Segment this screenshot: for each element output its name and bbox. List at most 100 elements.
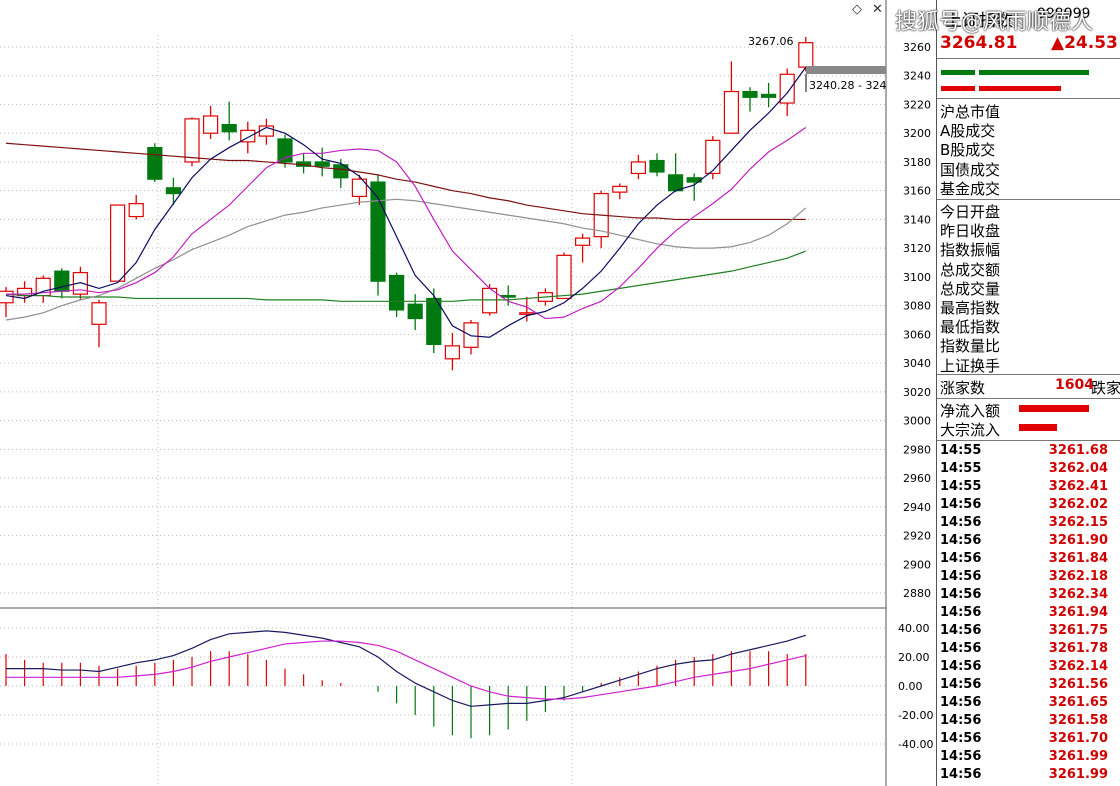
candle-body [240,129,256,143]
y-tick-label: 2940 [903,501,931,514]
candle-body [705,139,721,175]
stat-label: 基金成交 [940,179,1001,198]
tick-price: 3261.99 [1048,749,1108,764]
tick-price: 3261.70 [1048,731,1108,746]
stat-label: 最低指数 [940,318,1001,337]
candle-body [612,185,628,193]
candle-body [760,93,777,98]
candle-body [184,118,200,163]
netflow-bar [1019,405,1089,412]
tick-time: 14:56 [940,497,982,512]
close-icon[interactable]: ✕ [872,2,883,17]
tick-price: 3261.84 [1048,551,1108,566]
candle-body [0,290,14,304]
candle-body [370,181,386,282]
stat-label: 昨日收盘 [940,222,1001,241]
price-change: ▲24.53 [1051,33,1118,53]
candle-body [444,345,460,360]
candle-body [649,159,665,173]
candle-body [500,294,516,298]
y-tick-label: 3180 [903,156,931,169]
macd-tick-label: 20.00 [898,651,930,664]
volume-bar-green-2 [979,70,1089,75]
volume-bar-red-1 [941,86,975,91]
tick-time: 14:56 [940,695,982,710]
y-tick-label: 3020 [903,386,931,399]
ma60-line [5,250,807,302]
tick-price: 3262.04 [1048,461,1108,476]
candle-body [109,204,126,282]
range-annotation: 3240.28 - 324 [809,79,886,92]
candle-body [165,187,181,195]
tick-price: 3262.41 [1048,479,1108,494]
diamond-icon[interactable]: ◇ [852,2,862,17]
stat-label: 上证换手 [940,356,1001,375]
fall-label: 跌家 [1091,379,1120,397]
tick-time: 14:56 [940,713,982,728]
tick-time: 14:56 [940,551,982,566]
tick-time: 14:56 [940,641,982,656]
y-tick-label: 3140 [903,213,931,226]
tick-time: 14:56 [940,731,982,746]
volume-bar-red-2 [979,86,1061,91]
stat-label: 最高指数 [940,299,1001,317]
tick-time: 14:56 [940,515,982,530]
candle-body [574,237,591,246]
tick-time: 14:56 [940,605,982,620]
candle-body [314,161,330,167]
tick-time: 14:56 [940,569,982,584]
candle-body [667,174,684,192]
candle-body [426,297,442,346]
tick-price: 3261.90 [1048,533,1108,548]
y-tick-label: 3160 [903,185,931,198]
kline-chart[interactable]: 3260 3240 3220 3200 3180 3160 3140 3120 3100 3080… [0,0,936,786]
y-tick-label: 2920 [903,530,931,543]
candle-body [351,178,367,198]
candle-body [389,274,405,311]
tick-price: 3261.78 [1048,641,1108,656]
high-annotation: 3267.06 [748,35,794,48]
block-bar [1019,424,1057,431]
dif-line [6,630,806,707]
ma120-line [5,142,806,221]
rise-label: 涨家数 [940,379,986,397]
candle-body [407,303,423,320]
watermark: 搜狐号@风雨顺德人 [895,10,1094,35]
stat-label: 总成交量 [940,279,1001,298]
candle-body [128,203,144,218]
tick-price: 3261.68 [1048,443,1108,458]
tick-price: 3262.15 [1048,515,1108,530]
tick-price: 3262.18 [1048,569,1108,584]
tick-time: 14:56 [940,677,982,692]
y-tick-label: 3200 [903,127,931,140]
ma5-line [5,66,807,338]
rise-count: 1604 [1055,377,1094,393]
index-name: 上证指数 [945,11,1013,31]
tick-price: 3262.14 [1048,659,1108,674]
candle-body [147,146,163,180]
dea-line [6,640,806,700]
candle-body [72,271,89,295]
range-marker [806,66,886,74]
y-tick-label: 3260 [903,41,931,54]
tick-time: 14:55 [940,461,982,476]
candle-body [91,302,107,325]
candle-body [798,42,814,68]
candle-body [277,138,293,163]
y-tick-label: 3100 [903,271,931,284]
quote-panel: 上证指数 999999 3264.81 ▲24.53 沪总市值 A股成交 B股成交国… [936,0,1120,786]
candle-body [742,90,758,98]
stat-label: B股成交 [940,141,996,160]
tick-time: 14:56 [940,749,982,764]
tick-time: 14:56 [940,623,982,638]
ma30-line [5,198,807,321]
tick-time: 14:56 [940,767,982,782]
candle-body [463,322,479,348]
tick-price: 3261.99 [1048,767,1108,782]
y-tick-label: 3240 [903,70,931,83]
candle-body [779,73,795,104]
stat-label: 沪总市值 [940,103,1001,121]
candle-body [333,164,349,179]
macd-tick-label: 0.00 [898,680,923,693]
tick-price: 3261.94 [1048,605,1108,620]
